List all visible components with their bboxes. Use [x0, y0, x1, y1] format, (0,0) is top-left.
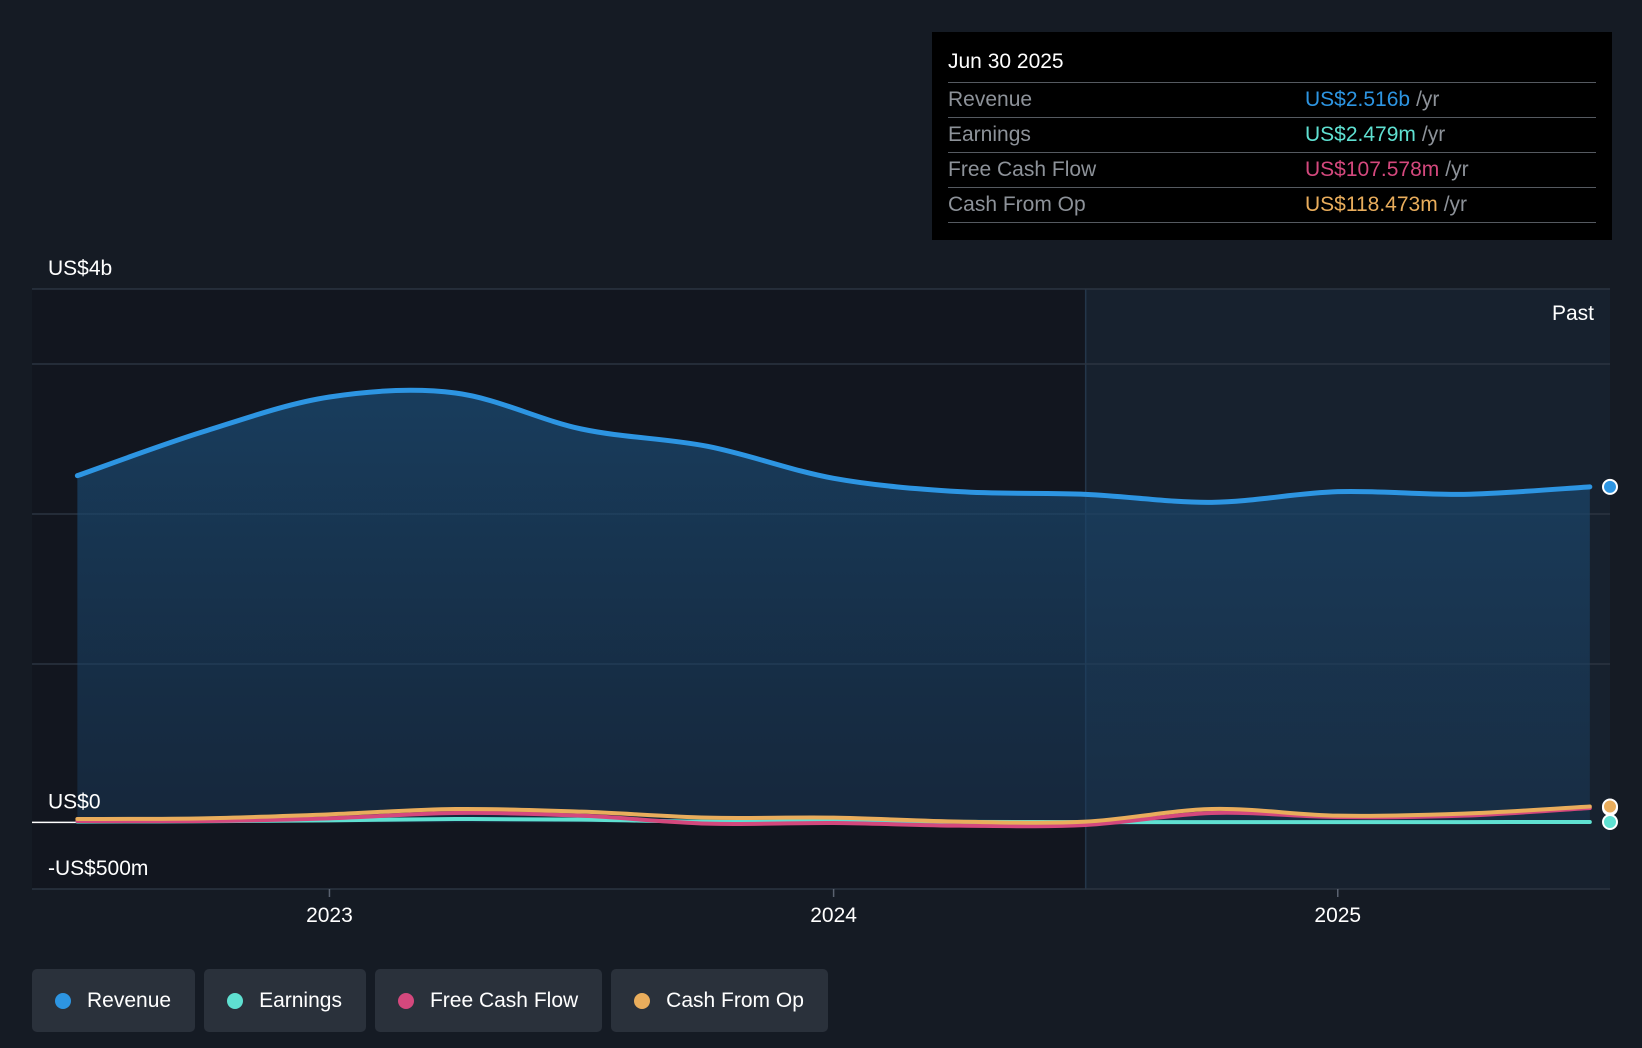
tooltip: Jun 30 2025 Revenue US$2.516b /yr Earnin… [932, 32, 1612, 240]
y-axis-labels: US$4b US$0 -US$500m [48, 257, 148, 880]
tooltip-value: US$2.516b [1305, 88, 1411, 111]
tooltip-row-cash-from-op: Cash From Op US$118.473m /yr [948, 187, 1596, 223]
legend-label: Cash From Op [666, 988, 804, 1012]
legend-label: Earnings [259, 988, 342, 1012]
tooltip-value: US$2.479m [1305, 123, 1416, 146]
tooltip-label: Revenue [948, 88, 1033, 111]
tooltip-unit: /yr [1445, 158, 1469, 181]
tooltip-unit: /yr [1416, 88, 1440, 111]
legend-dot-icon [55, 992, 71, 1009]
legend-item-earnings[interactable]: Earnings [204, 969, 366, 1032]
tooltip-label: Free Cash Flow [948, 158, 1097, 181]
tooltip-row-revenue: Revenue US$2.516b /yr [948, 82, 1596, 117]
y-tick-label: US$0 [48, 790, 101, 813]
tooltip-unit: /yr [1443, 193, 1468, 216]
x-axis: 2023 2024 2025 [306, 889, 1361, 927]
legend-item-free-cash-flow[interactable]: Free Cash Flow [374, 969, 603, 1032]
x-tick-label: 2024 [810, 904, 857, 927]
area-fills [77, 390, 1590, 823]
end-dot-revenue [1602, 478, 1618, 495]
tooltip-label: Cash From Op [948, 193, 1086, 216]
legend-dot-icon [227, 992, 244, 1009]
legend-item-revenue[interactable]: Revenue [32, 969, 196, 1032]
line-revenue [74, 387, 1593, 505]
legend-label: Free Cash Flow [429, 988, 579, 1012]
past-label: Past [1552, 302, 1594, 325]
legend-item-cash-from-op[interactable]: Cash From Op [611, 969, 828, 1032]
tooltip-value: US$118.473m [1305, 193, 1438, 216]
series-end-dots [1602, 478, 1618, 831]
area-revenue [77, 390, 1590, 823]
x-tick-label: 2025 [1314, 904, 1361, 927]
tooltip-value: US$107.578m [1305, 158, 1440, 181]
tooltip-unit: /yr [1421, 123, 1446, 146]
line-cash-from-op [75, 804, 1592, 825]
tooltip-date: Jun 30 2025 [948, 50, 1064, 73]
tooltip-row-earnings: Earnings US$2.479m /yr [948, 117, 1596, 152]
legend: Revenue Earnings Free Cash Flow Cash Fro… [32, 969, 828, 1032]
tooltip-label: Earnings [948, 123, 1031, 146]
end-dot-earnings [1602, 814, 1618, 831]
end-dot-cash-from-op [1602, 798, 1618, 815]
x-tick-label: 2023 [306, 904, 353, 927]
y-tick-label: -US$500m [48, 857, 148, 880]
legend-label: Revenue [87, 988, 172, 1012]
series-lines [74, 387, 1593, 829]
y-tick-label: US$4b [48, 257, 112, 280]
legend-dot-icon [397, 992, 414, 1009]
legend-dot-icon [634, 992, 651, 1009]
tooltip-row-free-cash-flow: Free Cash Flow US$107.578m /yr [948, 152, 1596, 187]
